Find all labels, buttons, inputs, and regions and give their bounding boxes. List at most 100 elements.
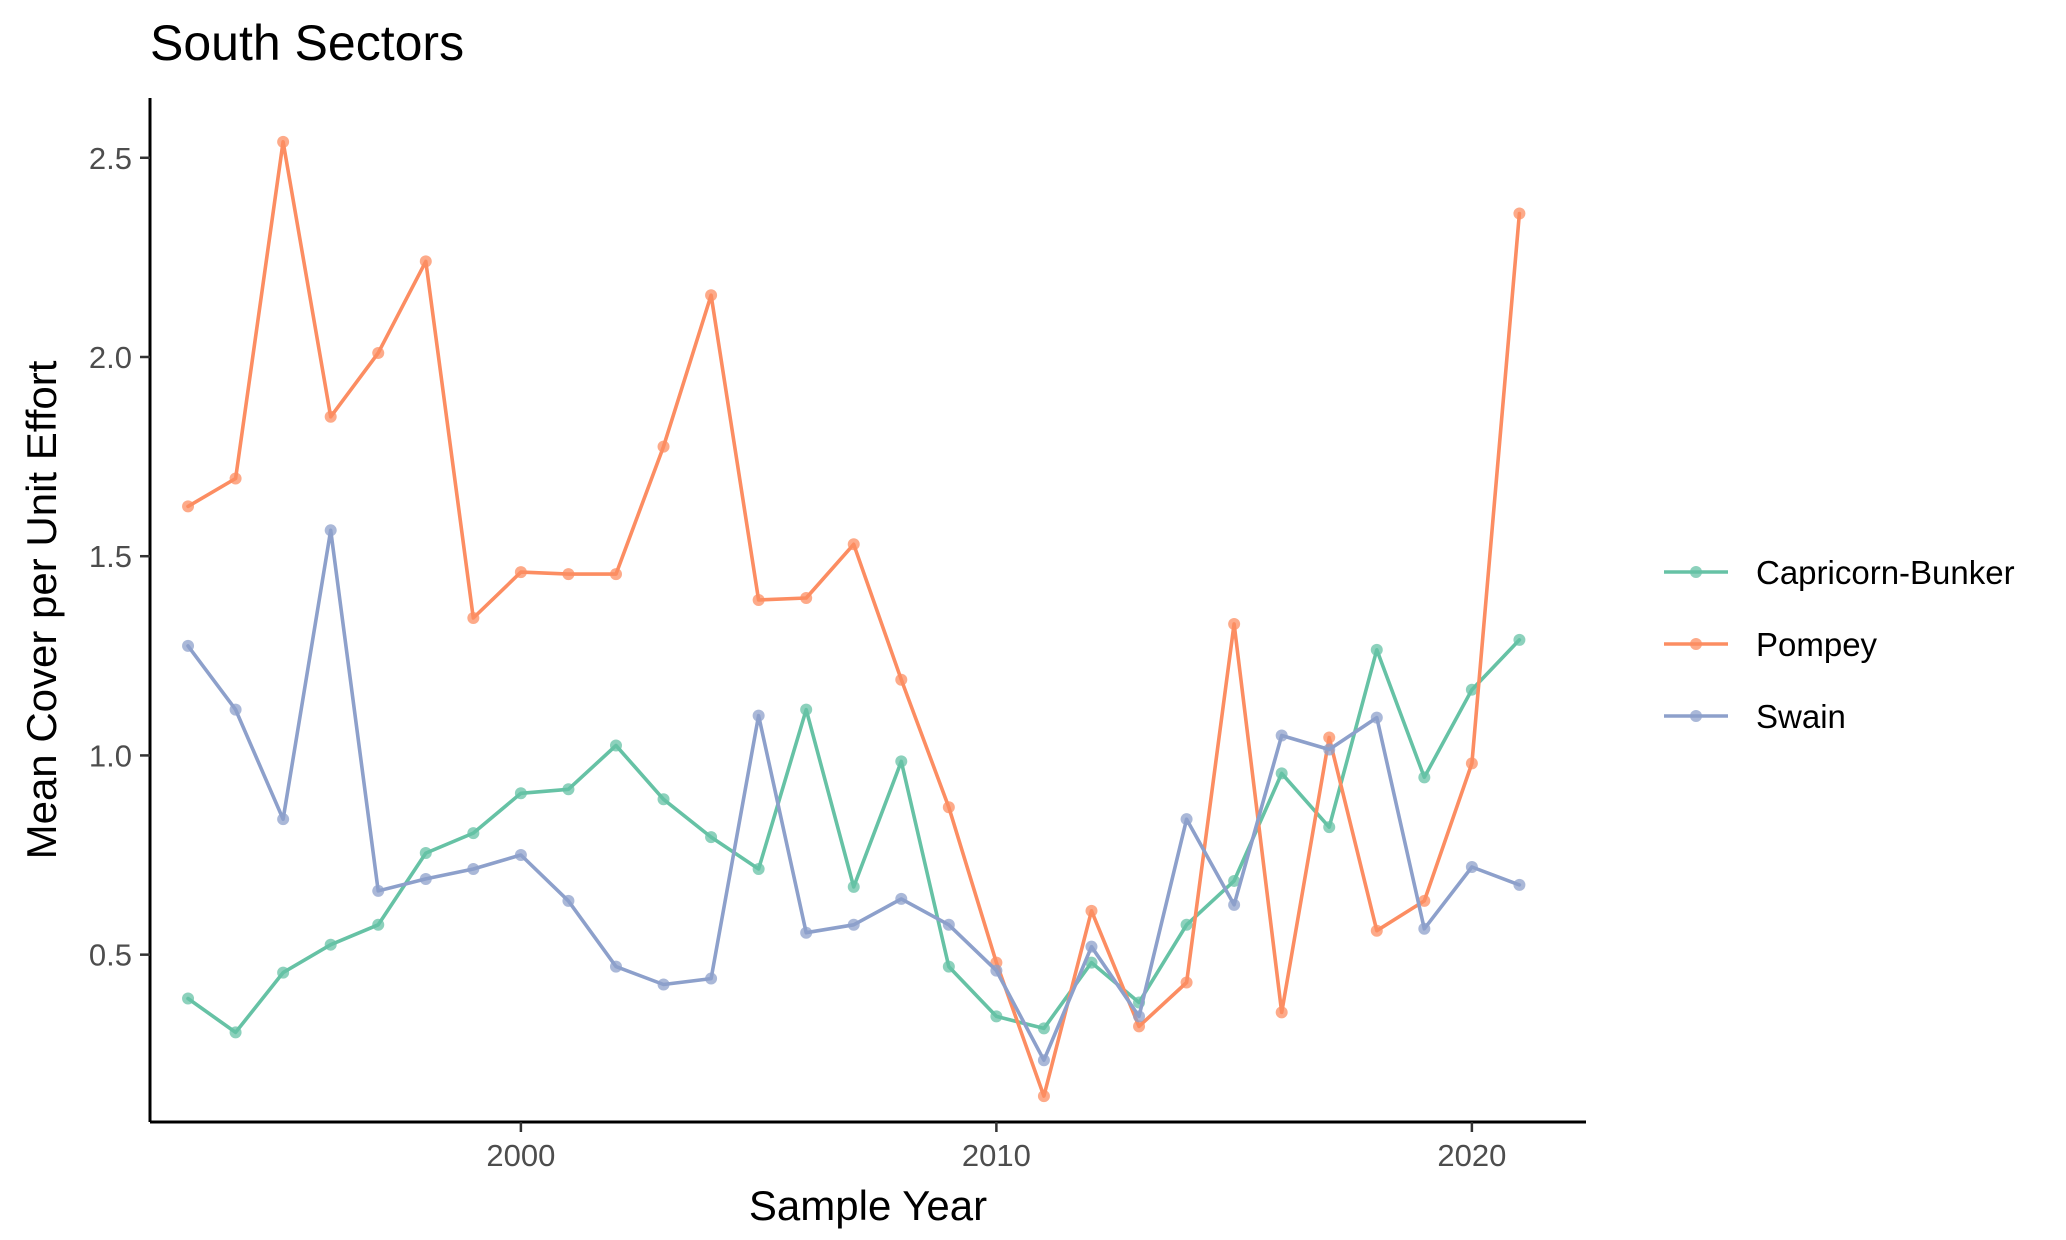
data-point [1323, 821, 1336, 834]
data-point [1275, 1006, 1288, 1019]
y-axis-ticks: 0.5 1.0 1.5 2.0 2.5 [89, 141, 150, 973]
data-point [277, 813, 290, 826]
legend-key-point [1690, 638, 1702, 650]
data-point [800, 703, 813, 716]
legend-item: Pompey [1664, 626, 1878, 663]
data-point [847, 918, 860, 931]
data-point [895, 673, 908, 686]
data-point [372, 918, 385, 931]
data-point [1180, 918, 1193, 931]
legend-label: Pompey [1756, 626, 1878, 663]
data-point [182, 992, 195, 1005]
legend: Capricorn-Bunker Pompey Swain [1664, 554, 2015, 735]
data-point [1418, 771, 1431, 784]
data-point [514, 849, 527, 862]
data-point [1513, 207, 1526, 220]
data-point [467, 827, 480, 840]
y-tick-label: 0.5 [89, 938, 132, 973]
x-tick-label: 2000 [486, 1138, 555, 1173]
data-point [514, 566, 527, 579]
data-point [182, 500, 195, 513]
series-swain [182, 524, 1526, 1067]
data-point [609, 739, 622, 752]
data-point [324, 938, 337, 951]
data-point [182, 639, 195, 652]
x-tick-label: 2020 [1437, 1138, 1506, 1173]
series-line [186, 638, 1522, 1035]
y-tick-label: 1.0 [89, 738, 132, 773]
data-point [1228, 617, 1241, 630]
data-point [419, 255, 432, 268]
data-point [1275, 767, 1288, 780]
data-point [800, 926, 813, 939]
data-point [895, 755, 908, 768]
data-point [1465, 683, 1478, 696]
data-point [1037, 1022, 1050, 1035]
data-point [1275, 729, 1288, 742]
data-point [1465, 757, 1478, 770]
data-point [705, 972, 718, 985]
data-point [1513, 633, 1526, 646]
data-point [1370, 924, 1383, 937]
data-point [752, 709, 765, 722]
data-point [1513, 878, 1526, 891]
data-point [895, 892, 908, 905]
data-point [1037, 1054, 1050, 1067]
plot-area: 0.5 1.0 1.5 2.0 2.5 2000 2010 2020 [89, 98, 1586, 1173]
data-point [1323, 731, 1336, 744]
data-point [1037, 1090, 1050, 1103]
y-tick-label: 1.5 [89, 539, 132, 574]
data-point [1228, 898, 1241, 911]
data-point [277, 966, 290, 979]
data-point [657, 978, 670, 991]
data-point [657, 793, 670, 806]
data-point [1085, 904, 1098, 917]
data-point [324, 524, 337, 537]
data-point [467, 611, 480, 624]
legend-item: Swain [1664, 698, 1846, 735]
data-point [372, 884, 385, 897]
data-point [1133, 1010, 1146, 1023]
data-point [419, 847, 432, 860]
data-point [942, 960, 955, 973]
data-point [942, 801, 955, 814]
legend-label: Swain [1756, 698, 1846, 735]
data-point [229, 1026, 242, 1039]
x-axis-title: Sample Year [749, 1182, 987, 1229]
data-point [514, 787, 527, 800]
data-point [562, 568, 575, 581]
data-point [847, 880, 860, 893]
data-point [372, 347, 385, 360]
data-point [562, 783, 575, 796]
data-point [752, 862, 765, 875]
legend-item: Capricorn-Bunker [1664, 554, 2015, 591]
data-point [1085, 940, 1098, 953]
data-point [1418, 922, 1431, 935]
series-line [186, 140, 1522, 1098]
data-point [1180, 976, 1193, 989]
data-point [1133, 1020, 1146, 1033]
data-point [229, 703, 242, 716]
data-point [942, 918, 955, 931]
data-point [705, 831, 718, 844]
data-point [990, 964, 1003, 977]
legend-label: Capricorn-Bunker [1756, 554, 2015, 591]
data-point [1180, 813, 1193, 826]
series-capricorn-bunker [182, 633, 1526, 1039]
data-point [229, 472, 242, 485]
data-point [1370, 643, 1383, 656]
data-point [324, 410, 337, 423]
data-point [752, 594, 765, 607]
data-point [277, 135, 290, 148]
data-point [705, 289, 718, 302]
data-point [1228, 874, 1241, 887]
legend-key-point [1690, 566, 1702, 578]
chart-title: South Sectors [150, 15, 464, 71]
x-axis-ticks: 2000 2010 2020 [486, 1122, 1506, 1173]
data-point [847, 538, 860, 551]
data-point [562, 894, 575, 907]
data-point [990, 1010, 1003, 1023]
data-point [1465, 860, 1478, 873]
data-point [800, 592, 813, 605]
